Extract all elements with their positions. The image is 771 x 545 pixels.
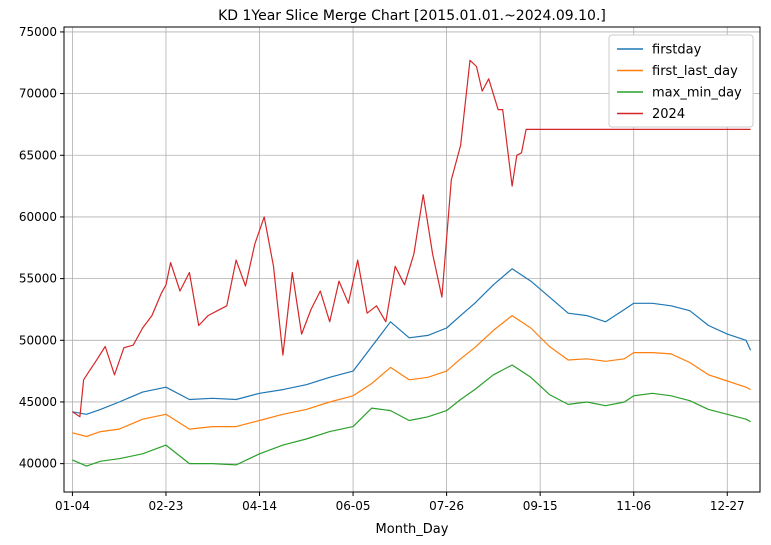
legend-label: firstday: [652, 43, 702, 58]
x-tick-label: 02-23: [149, 499, 184, 513]
x-axis-ticks: 01-04 02-23 04-14 06-05 07-26 09-15 11-06 12-27: [55, 492, 745, 513]
x-tick-label: 09-15: [523, 499, 558, 513]
series-line-max_min_day: [72, 364, 751, 467]
series-line-2024: [72, 59, 751, 418]
legend: firstday first_last_day max_min_day 2024: [608, 34, 754, 128]
y-tick-label: 45000: [19, 395, 57, 409]
x-tick-label: 06-05: [336, 499, 371, 513]
x-tick-label: 12-27: [710, 499, 745, 513]
legend-box: [608, 34, 754, 128]
y-tick-label: 65000: [19, 148, 57, 162]
x-tick-label: 04-14: [242, 499, 277, 513]
y-tick-label: 70000: [19, 87, 57, 101]
chart-title: KD 1Year Slice Merge Chart [2015.01.01.~…: [218, 8, 606, 24]
series-line-firstday: [72, 268, 752, 415]
legend-label: first_last_day: [652, 64, 738, 79]
x-tick-label: 01-04: [55, 499, 90, 513]
y-tick-label: 60000: [19, 210, 57, 224]
series-lines: [72, 59, 752, 467]
x-tick-label: 11-06: [616, 499, 651, 513]
y-tick-label: 55000: [19, 272, 57, 286]
legend-label: max_min_day: [652, 86, 742, 101]
grid-lines: [64, 27, 760, 492]
legend-label: 2024: [652, 107, 685, 122]
series-line-first_last_day: [72, 315, 751, 438]
plot-frame: [63, 26, 761, 493]
x-axis-label: Month_Day: [376, 522, 449, 537]
x-tick-label: 07-26: [429, 499, 464, 513]
y-tick-label: 75000: [19, 25, 57, 39]
y-axis-ticks: 40000 45000 50000 55000 60000 65000 70000 75000: [19, 25, 64, 471]
y-tick-label: 40000: [19, 457, 57, 471]
y-tick-label: 50000: [19, 333, 57, 347]
